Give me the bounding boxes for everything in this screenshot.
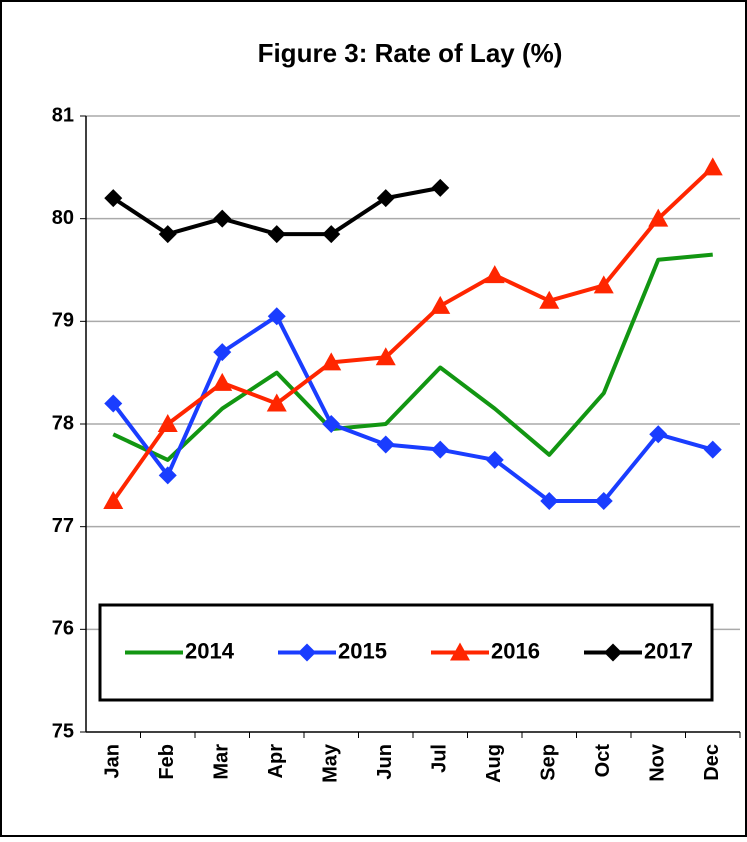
point-marker <box>540 492 559 510</box>
point-marker <box>702 157 723 176</box>
series-line <box>112 252 713 462</box>
x-tick-label: Nov <box>647 743 669 782</box>
legend-label: 2017 <box>644 638 693 663</box>
point-marker <box>485 450 504 469</box>
x-tick-label: Feb <box>156 744 178 780</box>
point-marker <box>431 440 450 459</box>
point-marker <box>431 178 450 197</box>
point-marker <box>376 435 395 454</box>
point-marker <box>703 440 722 459</box>
legend-marker <box>450 642 470 661</box>
y-tick-label: 75 <box>52 720 74 742</box>
y-tick-label: 76 <box>52 618 74 640</box>
point-marker <box>649 425 668 444</box>
point-marker <box>266 393 287 412</box>
point-marker <box>103 491 124 509</box>
x-tick-label: Jul <box>429 744 451 773</box>
x-tick-label: Aug <box>483 744 505 783</box>
point-marker <box>213 343 232 362</box>
x-tick-label: Jun <box>374 744 396 780</box>
point-marker <box>322 415 341 433</box>
chart-title: Figure 3: Rate of Lay (%) <box>258 38 563 68</box>
point-marker <box>104 394 123 413</box>
x-tick-label: Sep <box>538 744 560 781</box>
point-marker <box>158 466 177 485</box>
point-marker <box>375 347 396 366</box>
y-tick-label: 80 <box>52 207 74 229</box>
point-marker <box>322 225 341 244</box>
y-tick-label: 79 <box>52 310 74 332</box>
point-marker <box>104 189 123 208</box>
point-marker <box>267 225 286 244</box>
point-marker <box>594 492 613 510</box>
legend-label: 2014 <box>185 638 235 663</box>
point-marker <box>213 209 232 228</box>
point-marker <box>430 295 451 314</box>
x-tick-label: Mar <box>211 744 233 780</box>
legend-marker <box>298 643 316 662</box>
x-tick-label: Dec <box>701 744 723 781</box>
series-line <box>111 314 714 503</box>
x-tick-label: Oct <box>592 744 614 778</box>
point-marker <box>648 208 669 227</box>
x-tick-label: May <box>320 743 342 783</box>
point-marker <box>157 414 178 432</box>
point-marker <box>376 189 395 208</box>
point-marker <box>593 275 614 294</box>
y-tick-label: 78 <box>52 412 74 434</box>
legend-label: 2016 <box>491 638 540 663</box>
x-tick-label: Jan <box>102 744 124 778</box>
point-marker <box>539 290 560 309</box>
legend-marker <box>604 643 622 662</box>
point-marker <box>321 352 342 371</box>
legend-label: 2015 <box>338 638 387 663</box>
y-tick-label: 81 <box>52 104 74 126</box>
point-marker <box>267 307 286 326</box>
point-marker <box>484 265 505 284</box>
y-tick-label: 77 <box>52 515 74 537</box>
x-tick-label: Apr <box>265 744 287 779</box>
point-marker <box>158 225 177 244</box>
point-marker <box>212 372 233 391</box>
